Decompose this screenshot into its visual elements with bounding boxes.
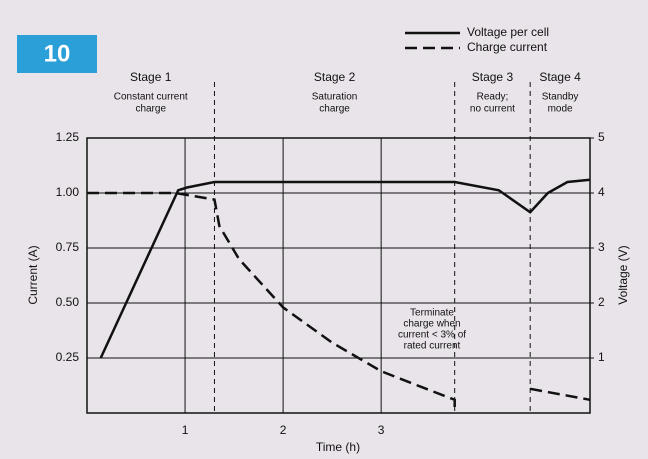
annotation: rated current (404, 341, 461, 352)
y2-axis-label: Voltage (V) (616, 245, 630, 304)
stage-subtitle: no current (470, 104, 515, 115)
y-tick-label: 0.25 (56, 350, 80, 364)
series-line (87, 191, 591, 413)
y-tick-label: 0.50 (56, 295, 80, 309)
stage-subtitle: mode (548, 104, 573, 115)
stage-subtitle: Ready; (477, 92, 509, 103)
x-tick-label: 1 (182, 423, 189, 437)
stage-title: Stage 3 (472, 70, 514, 84)
badge (17, 35, 97, 73)
annotation: Terminate (410, 308, 454, 319)
stage-subtitle: charge (319, 104, 350, 115)
badge-text: 10 (44, 40, 71, 67)
y2-tick-label: 3 (598, 240, 605, 254)
plot-area (86, 137, 591, 414)
y-tick-label: 0.75 (56, 240, 80, 254)
y2-tick-label: 5 (598, 130, 605, 144)
y2-tick-label: 1 (598, 350, 605, 364)
legend-label: Voltage per cell (467, 25, 549, 39)
stage-title: Stage 2 (314, 70, 356, 84)
y-tick-label: 1.00 (56, 185, 80, 199)
x-axis-label: Time (h) (316, 440, 360, 454)
x-tick-label: 3 (378, 423, 385, 437)
stage-title: Stage 4 (539, 70, 581, 84)
stage-title: Stage 1 (130, 70, 172, 84)
stage-subtitle: Standby (542, 92, 579, 103)
stage-subtitle: charge (135, 104, 166, 115)
series-line (99, 178, 591, 359)
x-tick-label: 2 (280, 423, 287, 437)
annotation: current < 3% of (398, 330, 466, 341)
y-tick-label: 1.25 (56, 130, 80, 144)
y2-tick-label: 2 (598, 295, 605, 309)
stage-subtitle: Saturation (312, 92, 358, 103)
stage-subtitle: Constant current (114, 92, 188, 103)
y-axis-label: Current (A) (26, 245, 40, 304)
legend-label: Charge current (467, 40, 548, 54)
y2-tick-label: 4 (598, 185, 605, 199)
annotation: charge when (403, 319, 460, 330)
